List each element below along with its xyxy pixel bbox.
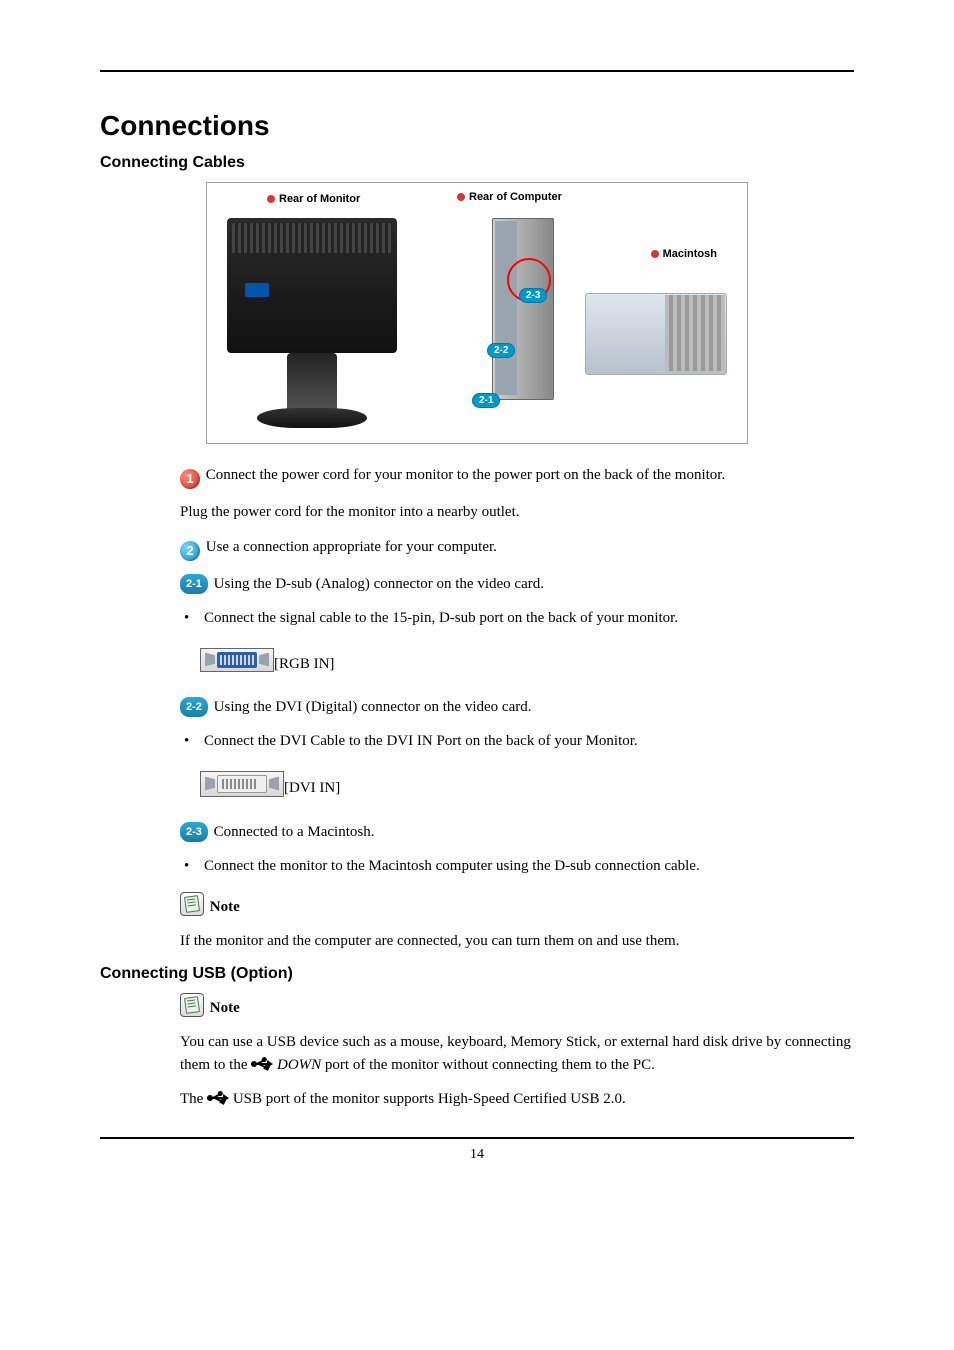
dvi-port-row: [DVI IN] (180, 767, 854, 809)
step23-bullet: • Connect the monitor to the Macintosh c… (180, 855, 854, 878)
bullet-dot: • (180, 607, 204, 630)
pill-21: 2-1 (180, 574, 208, 595)
step1-text: Connect the power cord for your monitor … (206, 467, 725, 483)
connection-diagram: Rear of Monitor Rear of Computer Macinto… (206, 182, 748, 444)
diagram-label-monitor-text: Rear of Monitor (279, 193, 360, 205)
dvi-port-icon (200, 771, 284, 797)
diagram-pill-23: 2-3 (519, 288, 547, 303)
pill-23: 2-3 (180, 822, 208, 843)
step21-text: Using the D-sub (Analog) connector on th… (210, 576, 544, 592)
diagram-pill-22: 2-2 (487, 343, 515, 358)
step22-bullet: • Connect the DVI Cable to the DVI IN Po… (180, 730, 854, 753)
usb-para-1: You can use a USB device such as a mouse… (180, 1031, 854, 1076)
bullet-dot: • (180, 855, 204, 878)
red-dot-icon (267, 195, 275, 203)
step21-bullet: • Connect the signal cable to the 15-pin… (180, 607, 854, 630)
step21-bullet-text: Connect the signal cable to the 15-pin, … (204, 607, 678, 630)
usb-icon (207, 1092, 229, 1104)
step23-row: 2-3 Connected to a Macintosh. (180, 821, 854, 844)
rgb-port-row: [RGB IN] (180, 644, 854, 684)
diagram-pc-panel (495, 221, 517, 395)
diagram-label-mac: Macintosh (651, 248, 717, 260)
step-icon-2: 2 (180, 541, 200, 561)
diagram-label-computer: Rear of Computer (457, 191, 562, 203)
usb-para-2: The USB port of the monitor supports Hig… (180, 1088, 854, 1111)
diagram-label-monitor: Rear of Monitor (267, 193, 360, 205)
red-dot-icon (651, 250, 659, 258)
top-rule (100, 70, 854, 72)
bottom-rule (100, 1137, 854, 1139)
step1-sub: Plug the power cord for the monitor into… (180, 501, 854, 524)
usb-p1-down: DOWN (273, 1057, 321, 1073)
diagram-monitor-base (257, 408, 367, 428)
step22-text: Using the DVI (Digital) connector on the… (210, 699, 532, 715)
step22-bullet-text: Connect the DVI Cable to the DVI IN Port… (204, 730, 638, 753)
step23-bullet-text: Connect the monitor to the Macintosh com… (204, 855, 700, 878)
usb-icon (251, 1058, 273, 1070)
rgb-port-label: [RGB IN] (274, 655, 334, 671)
note-label-usb: Note (210, 1000, 240, 1016)
diagram-monitor-port (245, 283, 269, 297)
section-heading-cables: Connecting Cables (100, 154, 854, 172)
note-row-usb: Note (180, 993, 854, 1020)
note-icon (180, 993, 204, 1017)
step23-text: Connected to a Macintosh. (210, 824, 375, 840)
page-number: 14 (100, 1147, 854, 1163)
rgb-port-icon (200, 648, 274, 672)
note-text-cables: If the monitor and the computer are conn… (180, 930, 854, 953)
diagram-mac-vents (665, 295, 725, 371)
page-title: Connections (100, 110, 854, 142)
step22-row: 2-2 Using the DVI (Digital) connector on… (180, 696, 854, 719)
step1-row: 1 Connect the power cord for your monito… (180, 464, 854, 489)
diagram-pill-21: 2-1 (472, 393, 500, 408)
note-label-cables: Note (210, 899, 240, 915)
diagram-label-computer-text: Rear of Computer (469, 191, 562, 203)
usb-p2-a: The (180, 1091, 207, 1107)
section-heading-usb: Connecting USB (Option) (100, 965, 854, 983)
step-icon-1: 1 (180, 469, 200, 489)
step21-row: 2-1 Using the D-sub (Analog) connector o… (180, 573, 854, 596)
red-dot-icon (457, 193, 465, 201)
pill-22: 2-2 (180, 697, 208, 718)
usb-p1-b: port of the monitor without connecting t… (321, 1057, 655, 1073)
diagram-label-mac-text: Macintosh (663, 248, 717, 260)
bullet-dot: • (180, 730, 204, 753)
step2-text: Use a connection appropriate for your co… (206, 539, 497, 555)
step2-row: 2 Use a connection appropriate for your … (180, 536, 854, 561)
dvi-port-label: [DVI IN] (284, 779, 340, 795)
note-icon (180, 892, 204, 916)
diagram-monitor-grill (232, 223, 392, 253)
note-row-cables: Note (180, 892, 854, 919)
usb-p2-b: USB port of the monitor supports High-Sp… (229, 1091, 626, 1107)
diagram-monitor-stand (287, 353, 337, 413)
